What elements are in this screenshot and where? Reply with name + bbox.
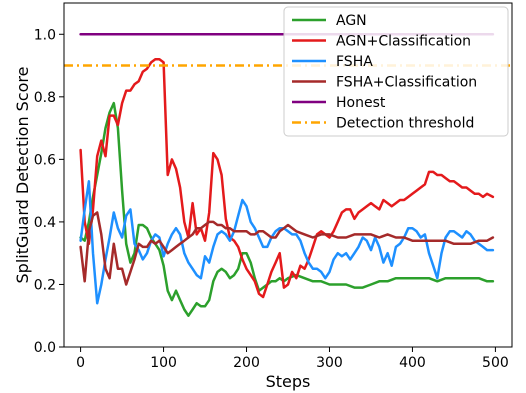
x-tick-label: 400	[399, 355, 426, 371]
plot-frame	[63, 2, 513, 348]
legend-label: Detection threshold	[336, 116, 474, 132]
x-tick-label: 100	[150, 355, 177, 371]
y-tick-label: 0.8	[34, 90, 56, 106]
series-line-agn	[79, 101, 495, 317]
y-tick-label: 1.0	[34, 27, 56, 43]
legend-label: FSHA	[336, 54, 373, 70]
legend-box	[283, 6, 509, 137]
y-axis: 0.0 0.2 0.4 0.6 0.8 1.0	[34, 27, 64, 356]
y-tick-label: 0.4	[34, 215, 56, 231]
x-tick-label: 500	[482, 355, 509, 371]
legend-label: AGN	[336, 13, 367, 29]
legend-label: AGN+Classification	[336, 34, 471, 50]
y-axis-label: SplitGuard Detection Score	[13, 67, 32, 284]
legend: AGN AGN+Classification FSHA FSHA+Classifica…	[283, 6, 509, 137]
legend-label: FSHA+Classification	[336, 75, 477, 91]
y-tick-label: 0.6	[34, 152, 56, 168]
legend-label: Honest	[336, 95, 386, 111]
series-line-agn-classification	[79, 58, 495, 299]
x-axis-label: Steps	[266, 372, 311, 391]
x-axis: 0 100 200 300 400 500	[76, 347, 509, 371]
y-tick-label: 0.0	[34, 340, 56, 356]
x-tick-label: 200	[233, 355, 260, 371]
series-line-fsha-classification	[79, 211, 495, 286]
x-tick-label: 0	[76, 355, 85, 371]
y-tick-label: 0.2	[34, 277, 56, 293]
x-tick-label: 300	[316, 355, 343, 371]
series-line-fsha	[79, 180, 495, 305]
